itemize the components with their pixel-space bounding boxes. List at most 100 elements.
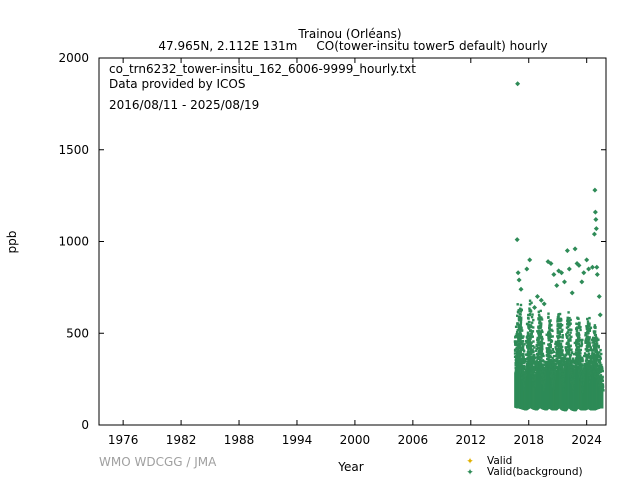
data-point	[547, 343, 550, 346]
data-point	[559, 344, 563, 347]
data-point	[518, 344, 522, 347]
data-point	[524, 353, 528, 356]
data-point	[601, 379, 604, 382]
data-point	[519, 323, 522, 327]
data-point	[579, 338, 583, 342]
data-point	[534, 294, 540, 300]
data-point	[574, 351, 577, 354]
data-point	[517, 326, 520, 329]
data-point	[541, 376, 544, 379]
y-axis-label: ppb	[5, 231, 19, 254]
data-point	[597, 312, 603, 318]
data-point	[515, 355, 518, 358]
data-point	[541, 363, 544, 366]
data-point	[595, 344, 599, 348]
data-point	[559, 342, 563, 345]
data-point	[555, 343, 559, 346]
data-point	[567, 350, 571, 353]
data-point	[518, 286, 524, 292]
data-point	[569, 339, 572, 342]
data-point	[563, 362, 566, 366]
data-point	[527, 317, 530, 320]
x-tick-label: 2012	[456, 433, 487, 447]
data-point	[578, 368, 581, 371]
data-point	[525, 360, 529, 363]
data-point	[532, 350, 535, 353]
data-point	[528, 339, 532, 342]
data-point	[527, 324, 530, 327]
data-point	[544, 376, 547, 380]
data-point	[517, 345, 520, 348]
data-point	[519, 303, 523, 307]
data-point	[531, 378, 534, 382]
data-point	[572, 380, 575, 383]
data-point	[588, 341, 591, 344]
data-point	[575, 340, 578, 344]
data-point	[568, 346, 571, 350]
data-point	[567, 321, 571, 325]
data-point	[556, 324, 560, 328]
data-point	[558, 347, 562, 351]
data-point	[556, 349, 560, 352]
data-point	[513, 352, 517, 355]
data-point	[551, 351, 554, 354]
data-point	[579, 352, 582, 355]
data-point	[517, 323, 520, 327]
data-point	[543, 381, 547, 384]
data-point	[566, 323, 569, 326]
data-point	[564, 354, 568, 357]
data-point	[528, 361, 532, 364]
data-provider: Data provided by ICOS	[109, 77, 245, 91]
data-point	[515, 270, 521, 276]
data-point	[525, 357, 529, 360]
data-point	[576, 362, 580, 366]
data-point	[562, 373, 566, 376]
data-point	[542, 375, 546, 378]
data-point	[540, 377, 544, 381]
data-point	[601, 375, 604, 379]
data-point	[541, 365, 544, 368]
data-point	[586, 337, 589, 341]
data-point	[586, 331, 589, 334]
data-point	[530, 356, 534, 359]
data-point	[570, 380, 574, 383]
data-point	[569, 359, 572, 362]
data-point	[533, 354, 536, 358]
data-point	[574, 353, 578, 356]
data-point	[548, 322, 551, 326]
data-point	[587, 345, 591, 348]
data-point	[519, 355, 522, 358]
data-point	[561, 333, 564, 337]
data-point	[601, 383, 605, 386]
data-point	[549, 355, 552, 359]
data-point	[573, 372, 576, 375]
data-point	[549, 319, 552, 322]
data-point	[551, 372, 555, 375]
data-point	[541, 347, 544, 351]
y-tick-label: 1000	[58, 235, 89, 249]
data-point	[589, 371, 593, 375]
data-point	[518, 335, 522, 339]
data-point	[538, 336, 541, 340]
data-point	[584, 341, 587, 344]
data-point	[514, 334, 518, 338]
data-point	[595, 376, 598, 379]
data-point	[559, 270, 565, 276]
y-tick-label: 500	[66, 326, 89, 340]
data-point	[559, 357, 563, 360]
data-point	[521, 348, 524, 351]
data-point	[562, 354, 565, 357]
data-point	[514, 360, 518, 364]
data-point	[548, 368, 552, 371]
data-point	[599, 388, 602, 391]
data-point	[565, 335, 568, 338]
data-point	[539, 323, 543, 327]
data-point	[518, 356, 521, 360]
data-point	[557, 315, 560, 319]
data-point	[520, 359, 523, 362]
data-point	[595, 355, 598, 358]
data-point	[586, 266, 592, 272]
data-point	[553, 385, 557, 388]
data-point	[575, 348, 579, 352]
data-point	[548, 324, 552, 327]
